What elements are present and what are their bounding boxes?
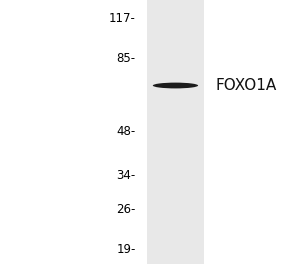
Text: 34-: 34- <box>117 169 136 182</box>
Bar <box>147 0 204 264</box>
Text: 117-: 117- <box>109 12 136 25</box>
Text: 19-: 19- <box>117 243 136 256</box>
Text: FOXO1A: FOXO1A <box>215 78 276 93</box>
Text: 26-: 26- <box>117 203 136 216</box>
Text: 85-: 85- <box>117 53 136 65</box>
Ellipse shape <box>153 83 198 88</box>
Text: 48-: 48- <box>117 125 136 138</box>
